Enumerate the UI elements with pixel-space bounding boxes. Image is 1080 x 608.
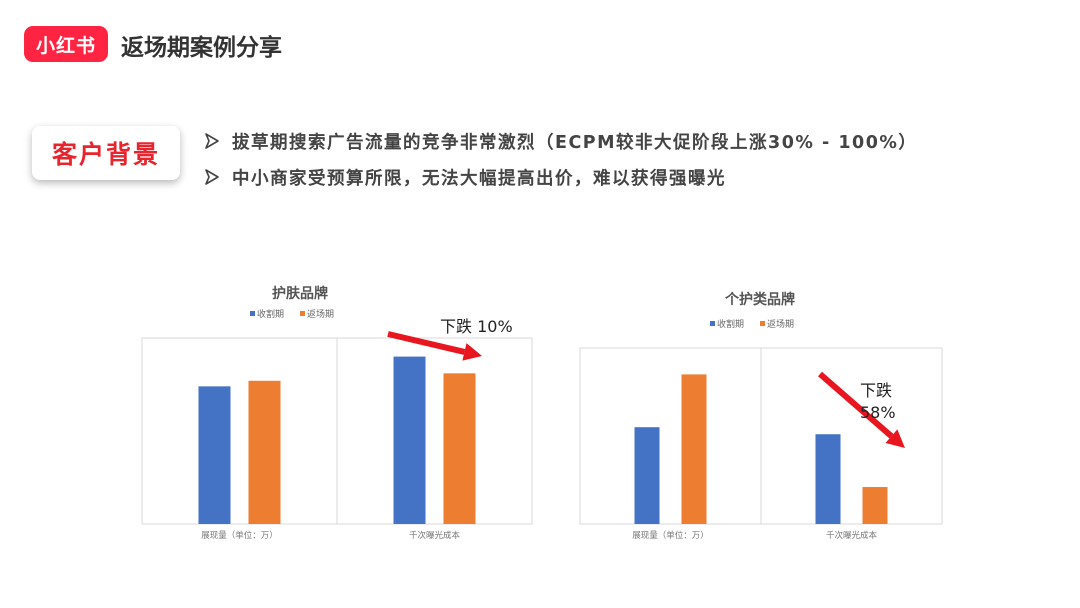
bar: [443, 373, 476, 524]
arrow-bullet-icon: [205, 169, 219, 185]
decline-annotation: 下跌: [860, 381, 892, 400]
chart-title: 个护类品牌: [724, 291, 795, 308]
customer-background-label: 客户背景: [51, 140, 160, 169]
legend-label: 收割期: [717, 318, 744, 330]
bullet-text: 拔草期搜索广告流量的竞争非常激烈（ECPM较非大促阶段上涨30% - 100%）: [232, 132, 918, 153]
decline-annotation: 下跌 10%: [440, 317, 513, 336]
bar: [248, 380, 281, 524]
bullet-text: 中小商家受预算所限，无法大幅提高出价，难以获得强曝光: [232, 168, 726, 189]
legend-label: 收割期: [257, 308, 284, 320]
bar: [681, 374, 707, 524]
xiaohongshu-logo: 小红书: [24, 26, 108, 62]
legend-swatch: [250, 311, 255, 316]
legend-swatch: [710, 321, 715, 326]
bar: [198, 386, 231, 524]
bar: [393, 356, 426, 524]
category-label: 千次曝光成本: [826, 530, 878, 541]
customer-background-badge: 客户背景: [32, 126, 180, 180]
red-trend-arrow-icon: [387, 331, 466, 355]
legend-label: 返场期: [767, 318, 794, 330]
category-label: 千次曝光成本: [409, 530, 461, 541]
chart-title: 护肤品牌: [272, 285, 328, 302]
legend-swatch: [300, 311, 305, 316]
legend-swatch: [760, 321, 765, 326]
background-bullet-list: 拔草期搜索广告流量的竞争非常激烈（ECPM较非大促阶段上涨30% - 100%）…: [204, 126, 917, 198]
bullet-item: 拔草期搜索广告流量的竞争非常激烈（ECPM较非大促阶段上涨30% - 100%）: [204, 126, 917, 156]
bar: [862, 487, 888, 524]
arrow-bullet-icon: [205, 133, 219, 149]
bullet-item: 中小商家受预算所限，无法大幅提高出价，难以获得强曝光: [204, 162, 917, 192]
category-label: 展现量（单位：万）: [201, 530, 278, 541]
category-label: 展现量（单位：万）: [632, 530, 709, 541]
red-trend-arrow-icon: [818, 371, 894, 439]
red-trend-arrowhead-icon: [885, 429, 905, 448]
legend-label: 返场期: [307, 308, 334, 320]
red-trend-arrowhead-icon: [462, 343, 482, 361]
bar: [634, 427, 660, 524]
bar: [815, 434, 841, 524]
decline-annotation-value: 58%: [860, 403, 896, 422]
page-title: 返场期案例分享: [121, 35, 282, 61]
